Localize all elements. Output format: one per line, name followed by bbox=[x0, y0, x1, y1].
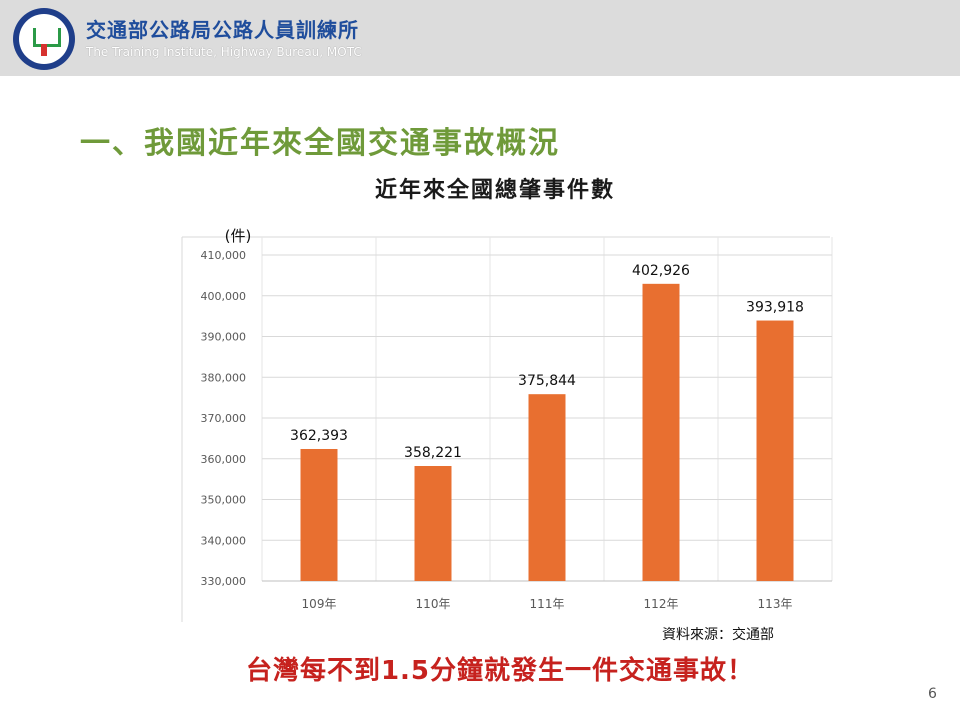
section-title: 一、我國近年來全國交通事故概況 bbox=[80, 126, 560, 161]
source-note: 資料來源：交通部 bbox=[662, 627, 774, 643]
logo-figure-icon bbox=[41, 44, 47, 56]
logo-inner-disc bbox=[19, 14, 69, 64]
bar bbox=[414, 465, 452, 581]
bar-value-label: 358,221 bbox=[404, 445, 462, 461]
x-tick-label: 109年 bbox=[302, 597, 337, 611]
bar bbox=[300, 448, 338, 581]
y-tick-label: 390,000 bbox=[201, 331, 247, 344]
bar bbox=[756, 320, 794, 581]
header-bar: 交通部公路局公路人員訓練所 The Training Institute, Hi… bbox=[0, 0, 960, 76]
y-tick-label: 400,000 bbox=[201, 290, 247, 303]
y-tick-label: 340,000 bbox=[201, 534, 247, 547]
bar-value-label: 362,393 bbox=[290, 428, 348, 444]
y-tick-label: 380,000 bbox=[201, 371, 247, 384]
x-tick-label: 110年 bbox=[416, 597, 451, 611]
bar-value-label: 393,918 bbox=[746, 300, 804, 316]
x-tick-label: 112年 bbox=[644, 597, 679, 611]
org-name-en: The Training Institute, Highway Bureau, … bbox=[86, 45, 362, 59]
institute-logo bbox=[13, 8, 75, 70]
y-tick-label: 350,000 bbox=[201, 494, 247, 507]
logo-book-icon bbox=[33, 28, 61, 47]
y-tick-label: 330,000 bbox=[201, 575, 247, 588]
x-tick-label: 113年 bbox=[758, 597, 793, 611]
tagline: 台灣每不到1.5分鐘就發生一件交通事故！ bbox=[245, 656, 755, 686]
bar-value-label: 402,926 bbox=[632, 263, 690, 279]
chart-title: 近年來全國總肇事件數 bbox=[374, 178, 615, 203]
page-number: 6 bbox=[928, 686, 937, 702]
y-tick-label: 410,000 bbox=[201, 249, 247, 262]
bar bbox=[528, 394, 566, 581]
x-tick-label: 111年 bbox=[530, 597, 565, 611]
org-name-zh: 交通部公路局公路人員訓練所 bbox=[86, 18, 359, 42]
bar-value-label: 375,844 bbox=[518, 373, 576, 389]
y-unit-label: (件) bbox=[225, 227, 252, 245]
y-tick-label: 370,000 bbox=[201, 412, 247, 425]
bar bbox=[642, 283, 680, 581]
y-tick-label: 360,000 bbox=[201, 453, 247, 466]
